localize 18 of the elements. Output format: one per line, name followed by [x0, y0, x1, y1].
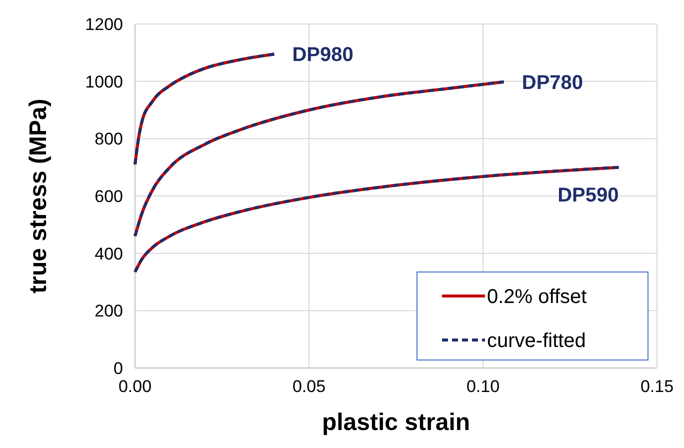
x-tick-label: 0.00 [118, 377, 152, 396]
legend-label: 0.2% offset [487, 286, 588, 308]
y-tick-label: 0 [114, 359, 123, 378]
legend-label: curve-fitted [487, 330, 586, 352]
x-tick-label: 0.05 [292, 377, 326, 396]
x-tick-label: 0.10 [466, 377, 500, 396]
y-tick-label: 1000 [85, 72, 123, 92]
y-tick-label: 800 [94, 130, 123, 149]
annotation: DP780 [522, 72, 584, 94]
x-tick-label: 0.15 [640, 377, 674, 396]
annotation: DP590 [558, 184, 619, 206]
x-axis-title: plastic strain [322, 409, 470, 436]
y-axis-title: true stress (MPa) [25, 98, 52, 294]
annotation: DP980 [292, 44, 354, 66]
y-tick-label: 400 [94, 244, 123, 264]
y-tick-label: 600 [94, 187, 123, 206]
y-tick-label: 200 [94, 302, 123, 321]
y-tick-label: 1200 [85, 15, 123, 34]
